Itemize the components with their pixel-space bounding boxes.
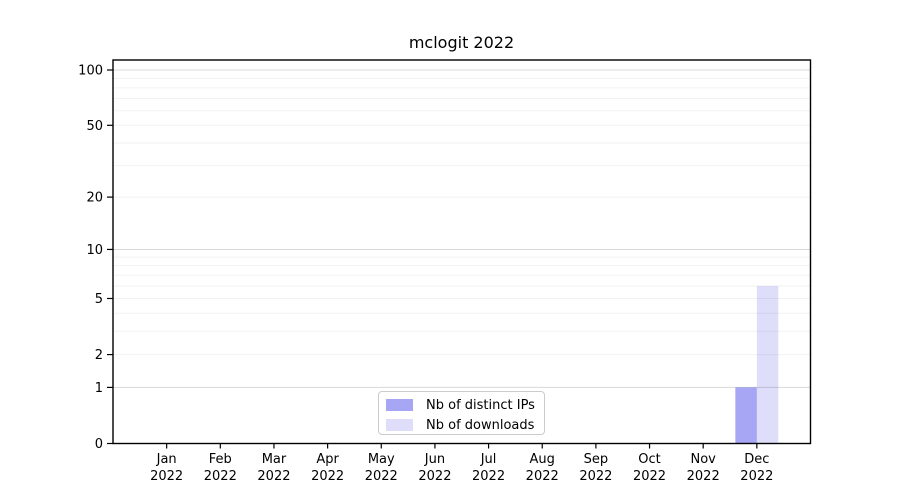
x-tick-label-year: 2022	[740, 469, 773, 484]
y-tick-label: 1	[95, 381, 103, 396]
legend-label: Nb of downloads	[426, 417, 535, 433]
x-tick-label-year: 2022	[150, 469, 183, 484]
y-tick-label: 0	[95, 437, 103, 452]
x-tick-label-year: 2022	[257, 469, 290, 484]
x-tick-label-year: 2022	[365, 469, 398, 484]
y-tick-label: 10	[86, 243, 103, 258]
x-tick-label-year: 2022	[526, 469, 559, 484]
y-tick-label: 100	[78, 64, 103, 79]
x-tick-label-year: 2022	[311, 469, 344, 484]
bar	[756, 286, 779, 444]
x-tick-label-year: 2022	[472, 469, 505, 484]
y-tick-label: 2	[95, 348, 103, 363]
chart-title: mclogit 2022	[408, 33, 515, 52]
axes-spines	[112, 59, 812, 445]
x-tick-label-month: Feb	[209, 452, 232, 467]
y-tick-label: 20	[86, 191, 103, 206]
y-tick-label: 50	[86, 119, 103, 134]
x-tick-label-year: 2022	[633, 469, 666, 484]
x-tick-label-year: 2022	[204, 469, 237, 484]
x-tick-label-month: Nov	[691, 452, 717, 467]
x-tick-label-month: Jul	[480, 452, 497, 467]
x-tick-label-month: Dec	[744, 452, 769, 467]
x-tick-label-year: 2022	[579, 469, 612, 484]
x-tick-label-month: Mar	[262, 452, 287, 467]
x-tick-label-month: Jan	[156, 452, 177, 467]
bar	[735, 387, 757, 444]
legend-label: Nb of distinct IPs	[426, 397, 535, 413]
x-tick-label-year: 2022	[418, 469, 451, 484]
x-tick-label-month: Sep	[584, 452, 609, 467]
x-tick-label-month: Apr	[316, 452, 339, 467]
x-tick-label-month: May	[368, 452, 395, 467]
y-tick-label: 5	[95, 292, 103, 307]
x-tick-label-month: Jun	[424, 452, 445, 467]
legend: Nb of distinct IPs Nb of downloads	[378, 391, 545, 435]
x-tick-label-year: 2022	[687, 469, 720, 484]
legend-item: Nb of distinct IPs	[386, 395, 544, 415]
legend-item: Nb of downloads	[386, 415, 544, 435]
x-tick-label-month: Oct	[638, 452, 660, 467]
legend-swatch	[386, 399, 413, 411]
x-tick-label-month: Aug	[530, 452, 555, 467]
legend-swatch	[386, 419, 413, 431]
